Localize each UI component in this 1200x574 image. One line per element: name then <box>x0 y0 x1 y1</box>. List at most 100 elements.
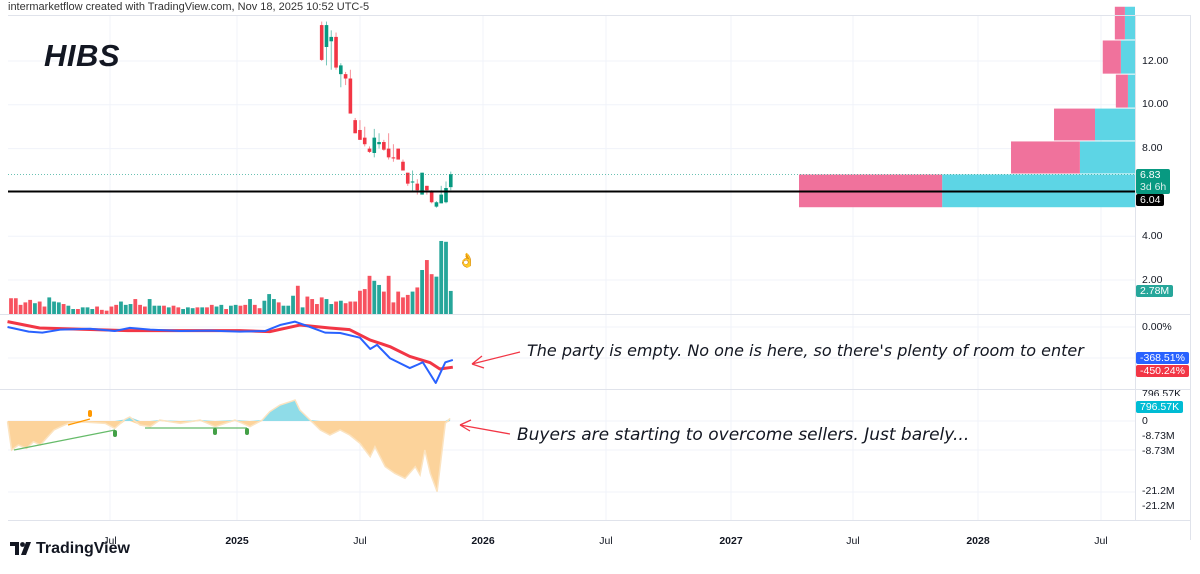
volume-bar <box>434 276 439 314</box>
volume-bar <box>9 298 13 314</box>
time-tick: 2027 <box>719 535 743 547</box>
volume-bar <box>358 290 362 314</box>
volume-bar <box>171 305 176 314</box>
bullish-divergence-marker <box>113 430 117 437</box>
candle <box>382 139 386 151</box>
roc-slow-line <box>7 320 454 371</box>
candle <box>329 30 334 70</box>
volume-bar <box>133 299 138 314</box>
price-tick: 10.00 <box>1142 98 1169 110</box>
time-tick: Jul <box>353 535 367 547</box>
volume-bar <box>338 300 343 314</box>
volume-bar <box>252 304 257 314</box>
price-tick: 4.00 <box>1142 230 1163 242</box>
volume-bar <box>80 307 85 314</box>
volume-bar <box>90 309 95 314</box>
bullish-divergence-marker <box>213 428 217 435</box>
oscillator-positive-area <box>7 400 451 421</box>
volume-bar <box>85 307 90 314</box>
volume-bar <box>353 301 358 314</box>
volume-bar <box>214 306 219 314</box>
volume-bar <box>157 305 162 314</box>
candle-body <box>420 172 424 195</box>
volume-badge: 2.78M <box>1136 285 1174 297</box>
volume-bar <box>300 307 305 314</box>
volume-bar <box>37 301 42 314</box>
candle-body <box>429 192 434 203</box>
candle <box>391 144 396 162</box>
roc-fast-line <box>7 320 454 384</box>
volume-bar <box>415 287 420 314</box>
volume-bar <box>162 305 166 314</box>
volume-bar <box>291 295 295 314</box>
candle-body <box>334 36 338 68</box>
grid <box>8 16 1135 520</box>
tradingview-logo[interactable]: TradingView <box>10 540 130 558</box>
volume-bar <box>47 297 52 314</box>
volume-bar <box>109 306 114 314</box>
osc-label: 796.57K <box>1142 388 1182 396</box>
volume-bar <box>176 307 181 314</box>
profile-up-bar <box>1124 6 1135 40</box>
volume-bar <box>281 305 286 314</box>
volume-bar <box>396 291 401 314</box>
volume-bar <box>429 274 434 314</box>
time-tick: 2026 <box>471 535 495 547</box>
profile-down-bar <box>1115 74 1128 108</box>
volume-bar <box>18 304 23 314</box>
profile-down-bar <box>1054 108 1096 141</box>
candle <box>396 148 400 160</box>
price-tick: 2.00 <box>1142 274 1163 286</box>
volume-bar <box>262 300 267 314</box>
price-tick: 8.00 <box>1142 142 1163 154</box>
volume-bar <box>420 270 424 314</box>
volume-bar <box>114 304 119 314</box>
candle <box>324 21 329 66</box>
time-tick: Jul <box>1094 535 1108 547</box>
volume-bar <box>448 290 453 314</box>
volume-bar <box>205 307 209 314</box>
oscillator-negative-area <box>7 421 451 492</box>
volume-bar <box>405 294 410 314</box>
candle <box>448 171 453 191</box>
volume-bar <box>95 306 99 314</box>
candle-body <box>410 181 415 183</box>
arrow-roc[interactable] <box>471 351 521 369</box>
volume-bar <box>200 307 205 314</box>
candle-body <box>391 157 396 159</box>
candle-body <box>415 183 420 191</box>
volume-bar <box>76 309 80 314</box>
last-price: 6.83 <box>1140 169 1161 181</box>
candle-body <box>405 172 410 184</box>
volume-bar <box>228 305 233 314</box>
last-price-badge: 6.83 3d 6h <box>1136 169 1171 194</box>
candle <box>372 128 377 158</box>
volume-bar <box>343 303 348 314</box>
arrow-osc[interactable] <box>459 419 511 435</box>
osc-value-badge: 796.57K <box>1136 401 1184 413</box>
volume-bar <box>362 289 367 314</box>
candle <box>386 133 391 160</box>
volume-bar <box>123 304 128 314</box>
volume-bar <box>142 306 147 314</box>
volume-bar <box>28 299 33 314</box>
divergence-line <box>13 429 116 451</box>
candle <box>339 63 343 88</box>
profile-up-bar <box>1127 74 1135 108</box>
roc-annotation[interactable]: The party is empty. No one is here, so t… <box>527 341 1084 360</box>
volume-bar <box>219 304 224 314</box>
volume-bar <box>104 310 109 314</box>
volume-bar <box>439 240 444 314</box>
profile-down-bar <box>1011 141 1080 174</box>
volume-bar <box>324 299 329 314</box>
volume-bar <box>305 296 310 314</box>
osc-label: -8.73M <box>1142 445 1175 457</box>
volume-bar <box>286 305 291 314</box>
oscillator-annotation[interactable]: Buyers are starting to overcome sellers.… <box>517 425 970 445</box>
volume-bar <box>33 303 37 314</box>
oscillator-line <box>6 399 451 492</box>
osc-label: -21.2M <box>1142 500 1175 512</box>
volume-bar <box>181 309 185 314</box>
